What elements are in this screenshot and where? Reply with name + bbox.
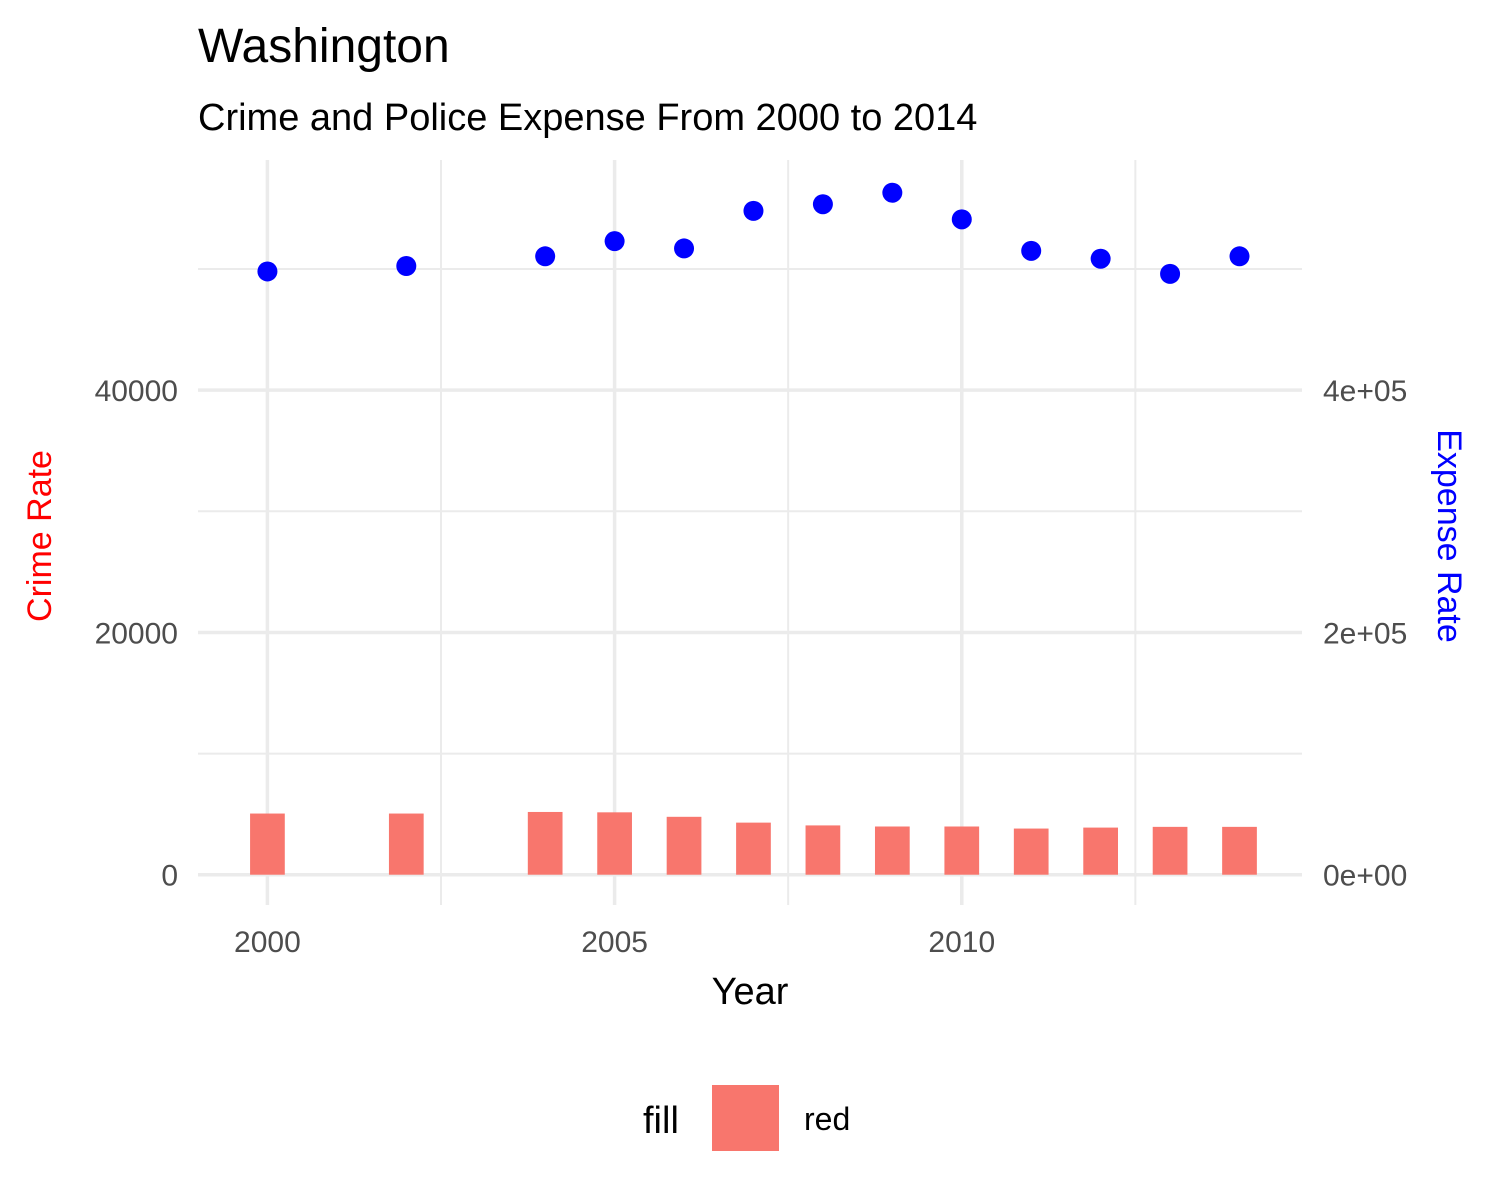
point-2004 <box>535 246 555 266</box>
bar-2011 <box>1014 829 1049 875</box>
y-axis-left-title: Crime Rate <box>21 450 59 622</box>
chart-title: Washington <box>198 20 450 73</box>
y-left-tick-label: 0 <box>161 860 178 893</box>
legend-label-red: red <box>804 1101 850 1137</box>
x-tick-label: 2000 <box>234 926 301 959</box>
x-axis-title: Year <box>712 971 789 1013</box>
point-2011 <box>1021 241 1041 261</box>
grid <box>198 160 1302 905</box>
x-axis-ticks: 2000 2005 2010 <box>234 926 995 959</box>
bar-2004 <box>528 812 563 875</box>
x-tick-label: 2005 <box>581 926 648 959</box>
bar-2009 <box>875 827 910 875</box>
y-axis-right-ticks: 0e+00 2e+05 4e+05 <box>1323 375 1407 893</box>
y-right-tick-label: 2e+05 <box>1323 617 1407 650</box>
bar-2014 <box>1222 827 1257 875</box>
point-2002 <box>396 256 416 276</box>
bar-2005 <box>597 812 632 874</box>
y-left-tick-label: 20000 <box>95 617 178 650</box>
point-2005 <box>605 231 625 251</box>
legend-key-red <box>712 1085 779 1151</box>
y-axis-right-title: Expense Rate <box>1430 429 1468 643</box>
point-2008 <box>813 194 833 214</box>
point-2009 <box>882 183 902 203</box>
legend-title: fill <box>643 1100 679 1142</box>
y-left-tick-label: 40000 <box>95 375 178 408</box>
bars <box>250 812 1257 875</box>
point-2006 <box>674 238 694 258</box>
point-2012 <box>1091 249 1111 269</box>
x-tick-label: 2010 <box>928 926 995 959</box>
bar-2008 <box>806 825 841 874</box>
point-2000 <box>257 261 277 281</box>
bar-2012 <box>1083 828 1118 875</box>
point-2013 <box>1160 264 1180 284</box>
y-right-tick-label: 4e+05 <box>1323 375 1407 408</box>
point-2007 <box>743 201 763 221</box>
bar-2010 <box>944 827 979 875</box>
bar-2007 <box>736 823 771 875</box>
point-2010 <box>952 209 972 229</box>
y-right-tick-label: 0e+00 <box>1323 860 1407 893</box>
bar-2002 <box>389 814 424 875</box>
point-2014 <box>1230 246 1250 266</box>
legend: fill red <box>643 1085 850 1151</box>
bar-2006 <box>667 817 702 875</box>
chart-subtitle: Crime and Police Expense From 2000 to 20… <box>198 97 977 139</box>
bar-2000 <box>250 814 285 875</box>
bar-2013 <box>1153 827 1188 875</box>
y-axis-left-ticks: 0 20000 40000 <box>95 375 178 893</box>
